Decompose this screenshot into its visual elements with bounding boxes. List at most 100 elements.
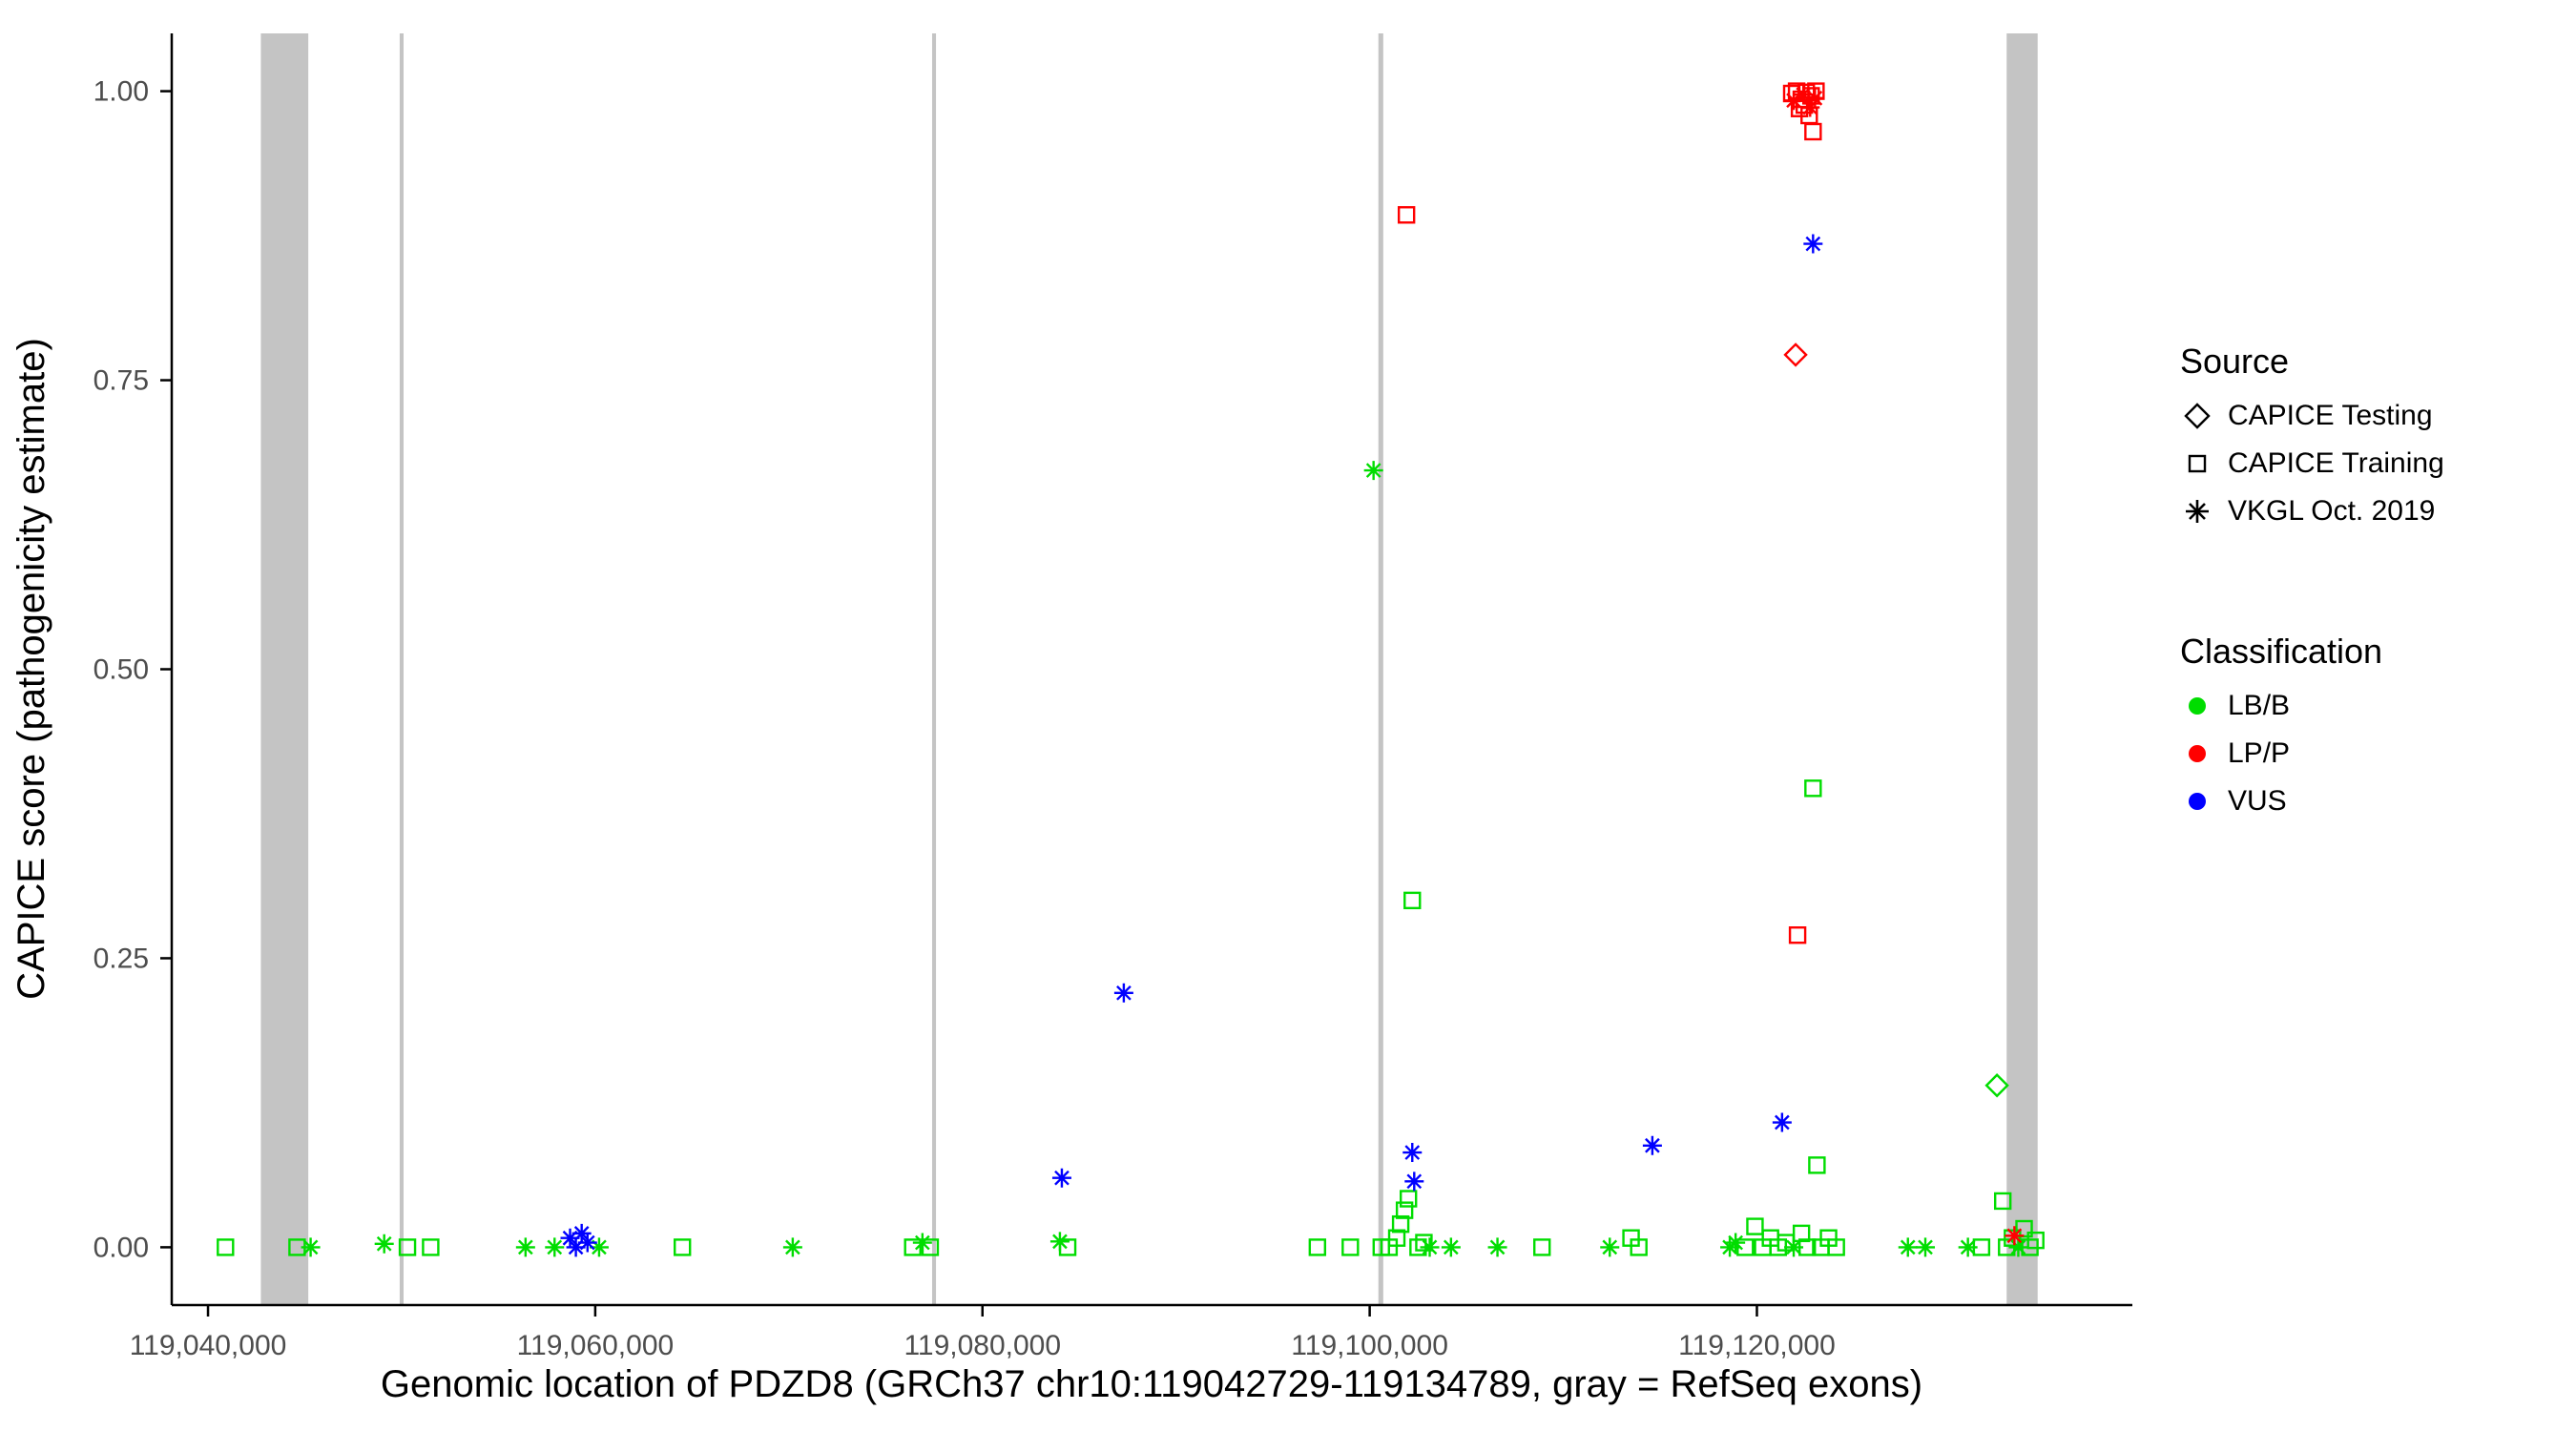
- data-point-square: [1746, 1217, 1764, 1235]
- exon-bar: [399, 33, 404, 1305]
- data-point-square: [1341, 1238, 1360, 1256]
- data-point-asterisk: [301, 1237, 321, 1257]
- data-point-square: [1391, 1214, 1410, 1234]
- axis-layer: [170, 33, 2132, 1307]
- data-point-square: [1736, 1238, 1755, 1256]
- data-point-asterisk: [782, 1237, 802, 1257]
- legend: Source CAPICE Testing CAPICE Training VK…: [2180, 342, 2444, 830]
- legend-item-capice-testing: CAPICE Testing: [2180, 397, 2444, 435]
- data-point-asterisk: [566, 1237, 586, 1257]
- diamond-icon: [2184, 403, 2211, 429]
- legend-item-lbb: LB/B: [2180, 687, 2444, 725]
- data-point-asterisk: [1805, 88, 1825, 108]
- y-tick-label: 1.00: [93, 76, 149, 108]
- data-point-square: [1058, 1238, 1077, 1256]
- legend-label-capice-training: CAPICE Training: [2228, 447, 2444, 479]
- y-tick-label: 0.25: [93, 943, 149, 974]
- data-point-square: [422, 1238, 440, 1256]
- data-point-asterisk: [1726, 1233, 1746, 1253]
- legend-item-lpp: LP/P: [2180, 735, 2444, 773]
- exon-bar: [931, 33, 937, 1305]
- data-point-asterisk: [1800, 97, 1820, 117]
- legend-source-section: Source CAPICE Testing CAPICE Training VK…: [2180, 342, 2444, 540]
- data-point-asterisk: [2005, 1226, 2025, 1246]
- data-point-asterisk: [1487, 1237, 1507, 1257]
- data-point-square: [674, 1238, 692, 1256]
- data-point-asterisk: [1441, 1237, 1461, 1257]
- data-point-asterisk: [1794, 85, 1814, 105]
- data-point-square: [1792, 1224, 1811, 1243]
- exon-bar: [2006, 33, 2038, 1305]
- data-point-asterisk: [1113, 983, 1133, 1003]
- legend-label-vus: VUS: [2228, 785, 2287, 817]
- data-point-asterisk: [1916, 1237, 1936, 1257]
- circle-icon-lpp: [2189, 745, 2206, 762]
- data-point-square: [1972, 1238, 1991, 1256]
- data-point-square: [1533, 1238, 1551, 1256]
- data-point-asterisk: [1898, 1237, 1918, 1257]
- data-point-asterisk: [1772, 1112, 1792, 1132]
- data-point-diamond: [1783, 342, 1808, 367]
- data-point-square: [1630, 1238, 1648, 1256]
- legend-label-lpp: LP/P: [2228, 737, 2291, 769]
- x-tick-label: 119,120,000: [1678, 1330, 1836, 1361]
- data-point-asterisk: [571, 1223, 592, 1243]
- legend-label-lbb: LB/B: [2228, 690, 2291, 721]
- data-point-square: [1400, 1190, 1418, 1208]
- data-point-square: [1387, 1229, 1406, 1247]
- square-icon: [2188, 454, 2207, 473]
- data-point-asterisk: [1404, 1172, 1424, 1192]
- tick-layer: 119,040,000 119,060,000 119,080,000 119,100…: [93, 76, 1836, 1361]
- data-point-asterisk: [1958, 1237, 1978, 1257]
- y-tick-label: 0.75: [93, 365, 149, 397]
- data-point-asterisk: [2008, 1237, 2028, 1257]
- data-point-square: [2004, 1229, 2022, 1247]
- exon-layer: [260, 33, 2038, 1305]
- asterisk-icon: [2186, 500, 2209, 523]
- x-tick-label: 119,100,000: [1291, 1330, 1448, 1361]
- data-point-square: [1804, 779, 1822, 798]
- data-point-asterisk: [1642, 1135, 1662, 1155]
- legend-classification-section: Classification LB/B LP/P VUS: [2180, 632, 2444, 830]
- data-point-asterisk: [589, 1237, 609, 1257]
- y-axis-title: CAPICE score (pathogenicity estimate): [10, 338, 52, 1000]
- data-point-diamond: [1984, 1073, 2009, 1098]
- data-point-asterisk: [1784, 1237, 1804, 1257]
- data-point-asterisk: [560, 1228, 580, 1248]
- data-point-asterisk: [1784, 91, 1804, 111]
- data-point-asterisk: [374, 1234, 394, 1254]
- data-point-square: [1403, 891, 1422, 910]
- x-axis-title: Genomic location of PDZD8 (GRCh37 chr10:…: [381, 1363, 1922, 1405]
- data-point-square: [1798, 1238, 1817, 1256]
- data-point-square: [1395, 1201, 1414, 1219]
- data-point-square: [1827, 1238, 1845, 1256]
- data-point-asterisk: [1600, 1237, 1620, 1257]
- x-tick-label: 119,080,000: [904, 1330, 1061, 1361]
- legend-item-vkgl: VKGL Oct. 2019: [2180, 492, 2444, 530]
- data-point-square: [217, 1238, 235, 1256]
- legend-classification-title: Classification: [2180, 632, 2383, 671]
- exon-bar: [1378, 33, 1383, 1305]
- data-point-square: [921, 1238, 940, 1256]
- legend-source-title: Source: [2180, 342, 2290, 381]
- data-point-square: [1993, 1192, 2012, 1211]
- legend-item-vus: VUS: [2180, 782, 2444, 820]
- data-point-square: [398, 1238, 417, 1256]
- data-point-square: [2026, 1231, 2045, 1250]
- data-point-square: [1808, 1156, 1826, 1174]
- exon-bar: [260, 33, 309, 1305]
- data-point-asterisk: [515, 1237, 535, 1257]
- data-point-square: [2015, 1219, 2033, 1238]
- legend-item-capice-training: CAPICE Training: [2180, 445, 2444, 483]
- circle-icon-lbb: [2189, 697, 2206, 715]
- data-point-asterisk: [1363, 461, 1383, 481]
- data-point-square: [1804, 122, 1822, 141]
- circle-icon-vus: [2189, 793, 2206, 810]
- data-point-asterisk: [1051, 1168, 1071, 1188]
- x-tick-label: 119,040,000: [130, 1330, 287, 1361]
- data-point-asterisk: [1803, 234, 1823, 254]
- data-point-square: [1415, 1234, 1433, 1252]
- data-point-square: [1397, 206, 1416, 224]
